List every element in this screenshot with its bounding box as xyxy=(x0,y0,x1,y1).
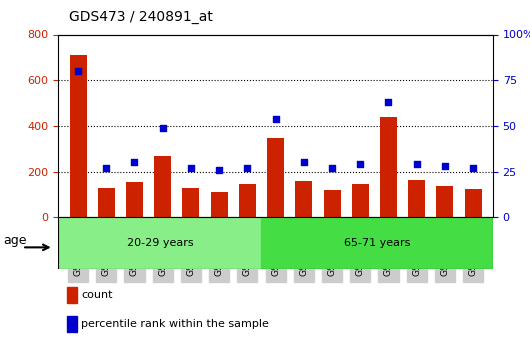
Point xyxy=(328,165,336,171)
Bar xyxy=(182,188,199,217)
Bar xyxy=(408,180,425,217)
Point xyxy=(469,165,478,171)
Bar xyxy=(67,287,76,303)
Bar xyxy=(261,217,493,269)
Bar xyxy=(58,217,261,269)
Bar xyxy=(211,192,227,217)
Point xyxy=(384,99,393,105)
Point xyxy=(215,167,224,172)
Point xyxy=(356,161,365,167)
Bar xyxy=(437,186,453,217)
Text: percentile rank within the sample: percentile rank within the sample xyxy=(81,319,269,329)
Text: age: age xyxy=(3,234,27,247)
Bar xyxy=(126,182,143,217)
Bar xyxy=(352,184,369,217)
Bar xyxy=(465,189,482,217)
Point xyxy=(412,161,421,167)
Bar xyxy=(324,190,340,217)
Text: GDS473 / 240891_at: GDS473 / 240891_at xyxy=(69,10,213,24)
Point xyxy=(102,165,111,171)
Bar xyxy=(98,188,114,217)
Point xyxy=(158,125,167,130)
Bar xyxy=(69,55,86,217)
Text: 20-29 years: 20-29 years xyxy=(127,238,193,248)
Point xyxy=(271,116,280,121)
Bar xyxy=(267,138,284,217)
Point xyxy=(130,160,139,165)
Bar xyxy=(380,117,397,217)
Bar xyxy=(239,184,256,217)
Bar xyxy=(67,316,76,332)
Point xyxy=(299,160,308,165)
Point xyxy=(74,68,82,74)
Point xyxy=(440,164,449,169)
Point xyxy=(187,165,195,171)
Point xyxy=(243,165,252,171)
Text: 65-71 years: 65-71 years xyxy=(344,238,410,248)
Bar xyxy=(295,181,312,217)
Bar xyxy=(154,156,171,217)
Text: count: count xyxy=(81,290,112,300)
